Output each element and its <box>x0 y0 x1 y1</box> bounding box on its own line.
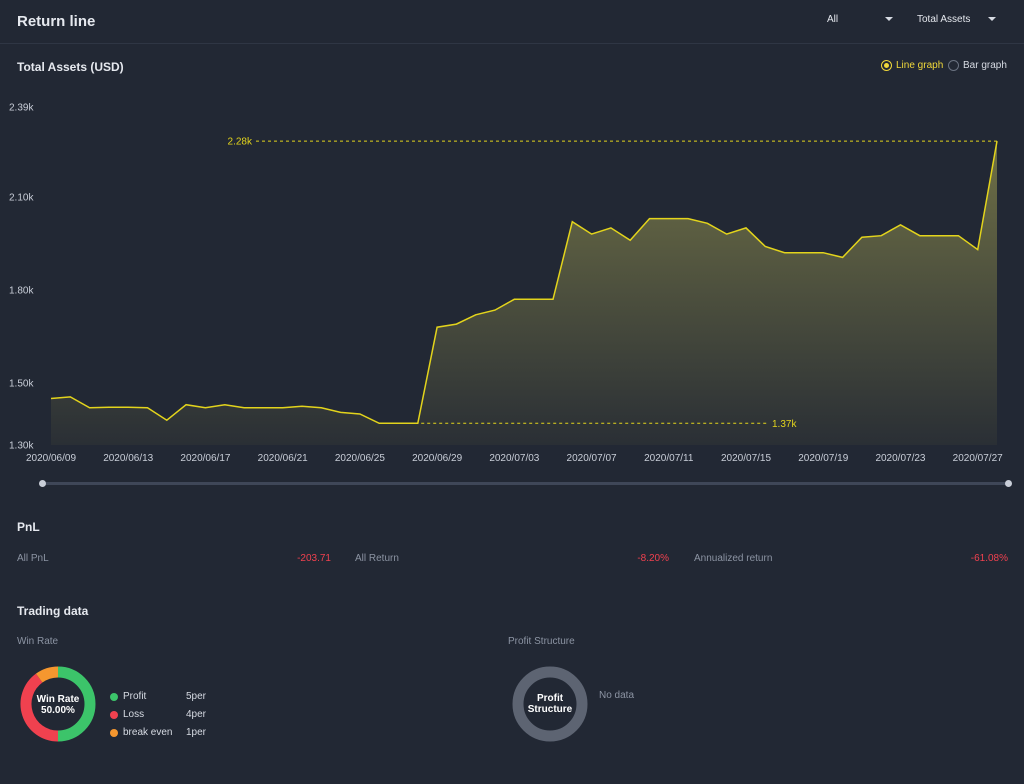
metric-dropdown-label: Total Assets <box>917 14 971 25</box>
win-rate-center: Win Rate 50.00% <box>20 694 96 716</box>
all-pnl-value: -203.71 <box>297 553 331 564</box>
max-marker-label: 2.28k <box>228 137 253 148</box>
annualized-return-label: Annualized return <box>694 553 773 564</box>
y-tick-label: 1.80k <box>9 285 34 296</box>
x-tick-label: 2020/07/11 <box>644 453 694 464</box>
legend-count-loss: 4per <box>186 709 207 720</box>
y-tick-label: 1.50k <box>9 378 34 389</box>
x-tick-label: 2020/07/27 <box>953 453 1003 464</box>
x-tick-label: 2020/06/17 <box>180 453 230 464</box>
legend-item-loss: Loss <box>110 709 144 720</box>
x-tick-label: 2020/07/15 <box>721 453 771 464</box>
x-tick-label: 2020/07/19 <box>798 453 848 464</box>
y-tick-label: 1.30k <box>9 441 34 452</box>
x-tick-label: 2020/07/03 <box>489 453 539 464</box>
break-even-dot-icon <box>110 728 118 737</box>
x-tick-label: 2020/07/07 <box>567 453 617 464</box>
pnl-title: PnL <box>17 520 40 534</box>
x-tick-label: 2020/07/23 <box>875 453 925 464</box>
area-fill <box>51 141 997 445</box>
win-rate-label: Win Rate <box>17 636 59 647</box>
total-assets-chart: 2.39k 2.10k 1.80k 1.50k 1.30k 2.28k 1.37k 20… <box>9 103 1003 465</box>
y-tick-label: 2.10k <box>9 192 34 203</box>
page-title: Return line <box>17 13 96 30</box>
profit-structure-donut <box>512 666 588 742</box>
annualized-return-value: -61.08% <box>970 553 1008 564</box>
radio-unselected-icon <box>948 60 959 71</box>
min-marker-label: 1.37k <box>772 419 797 430</box>
win-rate-donut <box>20 666 96 742</box>
bar-graph-option[interactable]: Bar graph <box>948 60 1007 71</box>
donut-slice-loss <box>20 673 59 742</box>
empty-donut-ring <box>512 666 588 742</box>
legend-item-profit: Profit <box>110 691 146 702</box>
all-pnl-label: All PnL <box>17 553 49 564</box>
win-rate-center-title: Win Rate <box>36 694 80 705</box>
legend-label-loss: Loss <box>123 709 145 720</box>
legend-count-profit: 5per <box>186 691 207 702</box>
legend-label-profit: Profit <box>123 691 147 702</box>
x-tick-label: 2020/06/13 <box>103 453 153 464</box>
profit-structure-center-line1: Profit <box>536 693 564 704</box>
win-rate-center-value: 50.00% <box>41 705 75 716</box>
all-return-label: All Return <box>355 553 399 564</box>
range-slider-end-handle[interactable] <box>1005 480 1012 487</box>
x-tick-label: 2020/06/25 <box>335 453 385 464</box>
loss-dot-icon <box>110 710 118 719</box>
range-slider-track[interactable] <box>42 482 1008 485</box>
donut-slice-break-even <box>35 666 59 683</box>
donut-slice-profit <box>57 666 96 742</box>
metric-dropdown[interactable]: Total Assets <box>917 14 996 25</box>
legend-count-break-even: 1per <box>186 727 207 738</box>
chevron-down-icon <box>885 17 893 21</box>
series-line <box>50 140 998 425</box>
period-dropdown-label: All <box>827 14 839 25</box>
period-dropdown[interactable]: All <box>827 14 893 25</box>
radio-selected-icon <box>881 60 892 71</box>
x-tick-label: 2020/06/29 <box>412 453 462 464</box>
profit-structure-label: Profit Structure <box>508 636 575 647</box>
legend-label-break-even: break even <box>123 727 173 738</box>
legend-item-break-even: break even <box>110 727 172 738</box>
profit-dot-icon <box>110 692 118 701</box>
chevron-down-icon <box>988 17 996 21</box>
profit-structure-center: Profit Structure <box>512 693 588 715</box>
x-tick-label: 2020/06/21 <box>258 453 308 464</box>
line-graph-label: Line graph <box>896 60 944 71</box>
page-header: Return line All Total Assets <box>0 0 1024 44</box>
all-return-value: -8.20% <box>637 553 669 564</box>
x-tick-label: 2020/06/09 <box>26 453 76 464</box>
range-slider-start-handle[interactable] <box>39 480 46 487</box>
line-graph-option[interactable]: Line graph <box>881 60 943 71</box>
profit-structure-center-line2: Structure <box>527 704 573 715</box>
no-data-text: No data <box>599 690 635 701</box>
y-tick-label: 2.39k <box>9 103 34 114</box>
chart-title: Total Assets (USD) <box>17 60 124 74</box>
bar-graph-label: Bar graph <box>963 60 1007 71</box>
trading-data-title: Trading data <box>17 604 89 618</box>
